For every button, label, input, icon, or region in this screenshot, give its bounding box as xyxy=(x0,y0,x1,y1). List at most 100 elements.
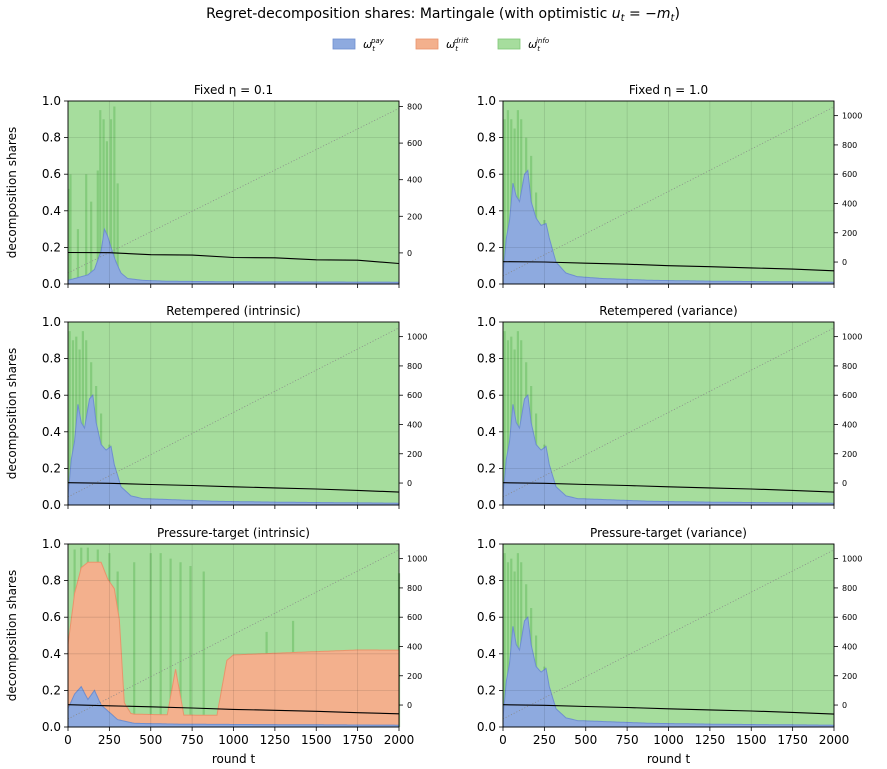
y2-tick-label: 200 xyxy=(407,672,422,681)
regret-line xyxy=(502,704,835,715)
x-tick-label: 500 xyxy=(139,733,162,747)
y2-tick-label: 200 xyxy=(842,229,857,238)
legend-swatch xyxy=(415,38,439,50)
y2-tick-label: 400 xyxy=(407,176,422,185)
y-tick-label: 0.8 xyxy=(42,574,61,588)
y2-tick-label: 1000 xyxy=(407,333,427,342)
x-tick-label: 1000 xyxy=(218,733,249,747)
y2-tick-label: 600 xyxy=(842,613,857,622)
y-tick-label: 1.0 xyxy=(477,94,496,108)
info-area xyxy=(68,322,399,505)
y-tick-label: 0.2 xyxy=(42,240,61,254)
y-tick-label: 0.6 xyxy=(477,167,496,181)
y-tick-label: 0.6 xyxy=(42,610,61,624)
y-tick-label: 0.8 xyxy=(42,131,61,145)
y2-tick-label: 400 xyxy=(842,199,857,208)
panel-title: Pressure-target (variance) xyxy=(590,526,747,540)
y-tick-label: 0.4 xyxy=(477,647,496,661)
pay-area xyxy=(502,616,835,728)
y-tick-label: 0.2 xyxy=(477,461,496,475)
y2-tick-label: 800 xyxy=(407,584,422,593)
y2-tick-label: 1000 xyxy=(842,333,862,342)
y2-tick-label: 600 xyxy=(407,139,422,148)
y2-tick-label: 400 xyxy=(842,642,857,651)
legend-label: ωtpay xyxy=(363,37,385,53)
regret-line xyxy=(67,704,400,715)
x-tick-label: 0 xyxy=(64,733,72,747)
y-tick-label: 0.0 xyxy=(42,277,61,291)
x-tick-label: 2000 xyxy=(819,733,850,747)
info-area xyxy=(503,101,834,284)
y2-tick-label: 400 xyxy=(842,420,857,429)
y2-tick-label: 600 xyxy=(842,391,857,400)
x-tick-label: 500 xyxy=(574,733,597,747)
x-tick-label: 250 xyxy=(533,733,556,747)
y2-tick-label: 1000 xyxy=(407,555,427,564)
y-tick-label: 0.4 xyxy=(477,204,496,218)
y-tick-label: 1.0 xyxy=(42,315,61,329)
y-tick-label: 0.0 xyxy=(477,277,496,291)
x-tick-label: 750 xyxy=(181,733,204,747)
y-tick-label: 0.0 xyxy=(42,498,61,512)
pay-area xyxy=(67,227,400,285)
y-tick-label: 0.8 xyxy=(477,131,496,145)
y2-tick-label: 200 xyxy=(407,212,422,221)
y-tick-label: 0.4 xyxy=(42,204,61,218)
panel-title: Pressure-target (intrinsic) xyxy=(157,526,310,540)
dotted-reference-line xyxy=(67,327,400,498)
legend-item: ωtpay xyxy=(332,37,385,53)
y-tick-label: 0.0 xyxy=(477,720,496,734)
y-tick-label: 0.2 xyxy=(477,683,496,697)
y2-tick-label: 400 xyxy=(407,642,422,651)
y-tick-label: 0.2 xyxy=(42,461,61,475)
y-tick-label: 0.0 xyxy=(477,498,496,512)
x-tick-label: 2000 xyxy=(384,733,415,747)
pay-area xyxy=(502,169,835,285)
x-tick-label: 1500 xyxy=(736,733,767,747)
legend: ωtpay ωtdrift ωtinfo xyxy=(332,37,549,53)
dotted-reference-line xyxy=(67,549,400,720)
y-axis-label: decomposition shares xyxy=(5,127,19,259)
y-tick-label: 0.6 xyxy=(42,388,61,402)
pay-area xyxy=(67,685,400,728)
y2-tick-label: 200 xyxy=(842,672,857,681)
y-tick-label: 0.8 xyxy=(477,352,496,366)
info-area xyxy=(503,544,834,727)
y-tick-label: 1.0 xyxy=(42,94,61,108)
x-tick-label: 1250 xyxy=(695,733,726,747)
panel-title: Retempered (variance) xyxy=(599,304,737,318)
y2-tick-label: 0 xyxy=(407,249,412,258)
y2-tick-label: 200 xyxy=(407,450,422,459)
dotted-reference-line xyxy=(502,549,835,720)
y2-tick-label: 0 xyxy=(842,258,847,267)
y-tick-label: 0.6 xyxy=(42,167,61,181)
legend-swatch xyxy=(332,38,356,50)
dotted-reference-line xyxy=(502,327,835,498)
y-tick-label: 0.8 xyxy=(477,574,496,588)
y2-tick-label: 0 xyxy=(842,479,847,488)
y-axis-label: decomposition shares xyxy=(5,570,19,702)
panel-title: Fixed η = 1.0 xyxy=(629,83,708,97)
y-tick-label: 0.2 xyxy=(477,240,496,254)
x-tick-label: 1500 xyxy=(301,733,332,747)
chart-panel: 0.0 0.2 0.4 0.6 0.8 1.0 0 200 400 600 800 1000 Fixed… xyxy=(477,83,862,291)
regret-line xyxy=(67,251,400,265)
panel-title: Fixed η = 0.1 xyxy=(194,83,273,97)
x-axis-label: round t xyxy=(212,752,256,766)
y-tick-label: 0.4 xyxy=(42,647,61,661)
legend-label: ωtdrift xyxy=(446,37,469,53)
panel-title: Retempered (intrinsic) xyxy=(166,304,301,318)
y2-tick-label: 400 xyxy=(407,420,422,429)
regret-line xyxy=(502,482,835,493)
pay-area xyxy=(502,394,835,506)
chart-panel: 0.0 0.2 0.4 0.6 0.8 1.0 0 200 400 600 800 Fixed η =… xyxy=(5,83,422,291)
chart-panel: 0.0 0.2 0.4 0.6 0.8 1.0 0 200 400 600 800 1000 Retem… xyxy=(5,304,427,512)
y2-tick-label: 600 xyxy=(407,391,422,400)
y-tick-label: 1.0 xyxy=(42,537,61,551)
figure-title: Regret-decomposition shares: Martingale … xyxy=(206,6,680,24)
y-tick-label: 0.6 xyxy=(477,610,496,624)
y2-tick-label: 800 xyxy=(842,584,857,593)
y2-tick-label: 1000 xyxy=(842,555,862,564)
y2-tick-label: 0 xyxy=(407,701,412,710)
